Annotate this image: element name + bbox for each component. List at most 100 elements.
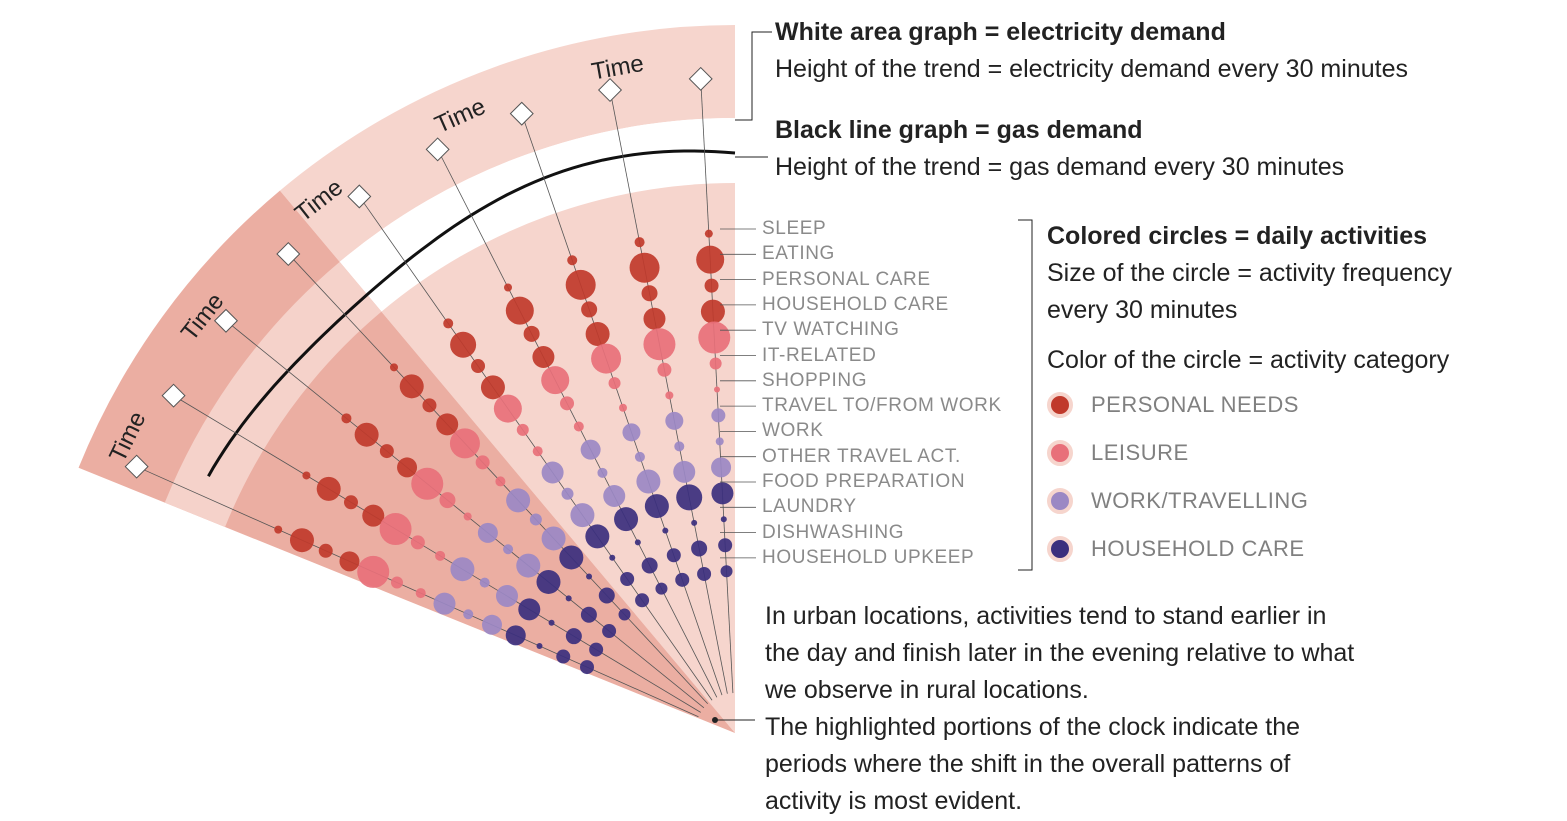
activity-label: TV WATCHING [762,319,900,341]
activity-circle [274,525,283,534]
legend-item-work-travelling: WORK/TRAVELLING [1047,488,1308,514]
activity-circle [475,455,490,470]
time-marker [425,137,450,162]
activity-circle [561,487,574,500]
activity-circle [655,582,668,595]
legend-label: WORK/TRAVELLING [1091,488,1309,513]
activity-label: FOOD PREPARATION [762,471,966,492]
activity-circle [673,460,696,483]
time-marker [124,454,149,479]
activity-circle [603,484,626,507]
activity-circle [463,512,472,521]
legend-item-leisure: LEISURE [1047,440,1189,466]
circles-title: Colored circles = daily activities [1047,222,1428,250]
footnote-line: activity is most evident. [765,787,1023,815]
activity-circle [541,366,570,395]
legend-label: LEISURE [1091,440,1189,465]
activity-circle [343,495,358,510]
electricity-title: White area graph = electricity demand [775,18,1226,46]
activity-circle [718,538,733,553]
activity-circle [379,444,394,459]
activity-circle [666,548,681,563]
activity-circle [643,307,666,330]
activity-circle [436,413,459,436]
activity-circle [477,522,498,543]
activity-circle [505,625,526,646]
activity-circle [614,507,639,532]
activity-circle [581,301,598,318]
activity-circle [609,554,616,561]
activity-label: SHOPPING [762,369,868,391]
activity-circle [532,345,555,368]
activity-circle [662,527,669,534]
activity-circle [697,566,712,581]
activity-circle [618,608,631,621]
activity-circle [503,544,514,555]
activity-circle [711,482,734,505]
activity-circle [439,492,456,509]
annotation-connectors [715,31,1033,721]
activity-circle [644,494,669,519]
electricity-annotation: White area graph = electricity demand He… [775,14,1408,88]
activity-circle [505,296,534,325]
activity-circle [580,606,597,623]
activity-circle [379,513,412,546]
activity-label: DISHWASHING [762,521,905,543]
activity-circle [580,439,601,460]
activity-label: WORK [762,420,824,442]
activity-circle [480,375,505,400]
outer-time-band [279,25,735,262]
activity-circle [713,386,720,393]
activity-label: OTHER TRAVEL ACT. [762,445,961,467]
activity-circle [698,321,731,354]
activity-circle [629,252,660,283]
activity-circle [302,471,311,480]
activity-circle [560,396,575,411]
activity-circle [541,526,566,551]
activity-circles [274,229,734,675]
activity-circle [504,283,513,292]
time-marker [597,78,623,103]
footnote: In urban locations, activities tend to s… [765,598,1354,820]
activity-circle [676,484,703,511]
activity-circle [536,569,561,594]
activity-circle [602,624,617,639]
gas-description: Height of the trend = gas demand every 3… [775,153,1345,181]
activity-circle [450,557,475,582]
activity-circle [696,245,725,274]
activity-circle [536,642,543,649]
activity-circle [634,451,645,462]
activity-label: HOUSEHOLD CARE [762,293,949,315]
activity-circle [634,539,641,546]
activity-circle [720,516,727,523]
activity-label: IT-RELATED [762,344,877,366]
activity-circle [493,394,522,423]
activity-circle [397,457,418,478]
legend-label: PERSONAL NEEDS [1091,392,1299,417]
activity-circle [433,592,456,615]
activity-circle [711,457,732,478]
activity-circle [479,577,490,588]
activity-circle [622,423,641,442]
activity-circle [410,535,425,550]
circles-annotation: Colored circles = daily activities Size … [1047,218,1452,379]
activity-circle [700,299,725,324]
time-marker [509,101,534,126]
activity-circle [523,325,540,342]
work-travelling-swatch [1047,488,1073,514]
time-marker [161,383,186,408]
activity-circle [399,374,424,399]
activity-circle [641,285,658,302]
activity-circle [565,269,596,300]
personal-needs-swatch [1047,392,1073,418]
activity-circle [567,255,578,266]
footnote-line: we observe in rural locations. [765,676,1089,704]
activity-circle [289,528,314,553]
legend-item-household-care: HOUSEHOLD CARE [1047,536,1305,562]
activity-circle [318,543,333,558]
activity-circle [704,229,713,238]
time-marker [276,241,301,266]
activity-circle [665,391,674,400]
activity-circle [591,343,622,374]
